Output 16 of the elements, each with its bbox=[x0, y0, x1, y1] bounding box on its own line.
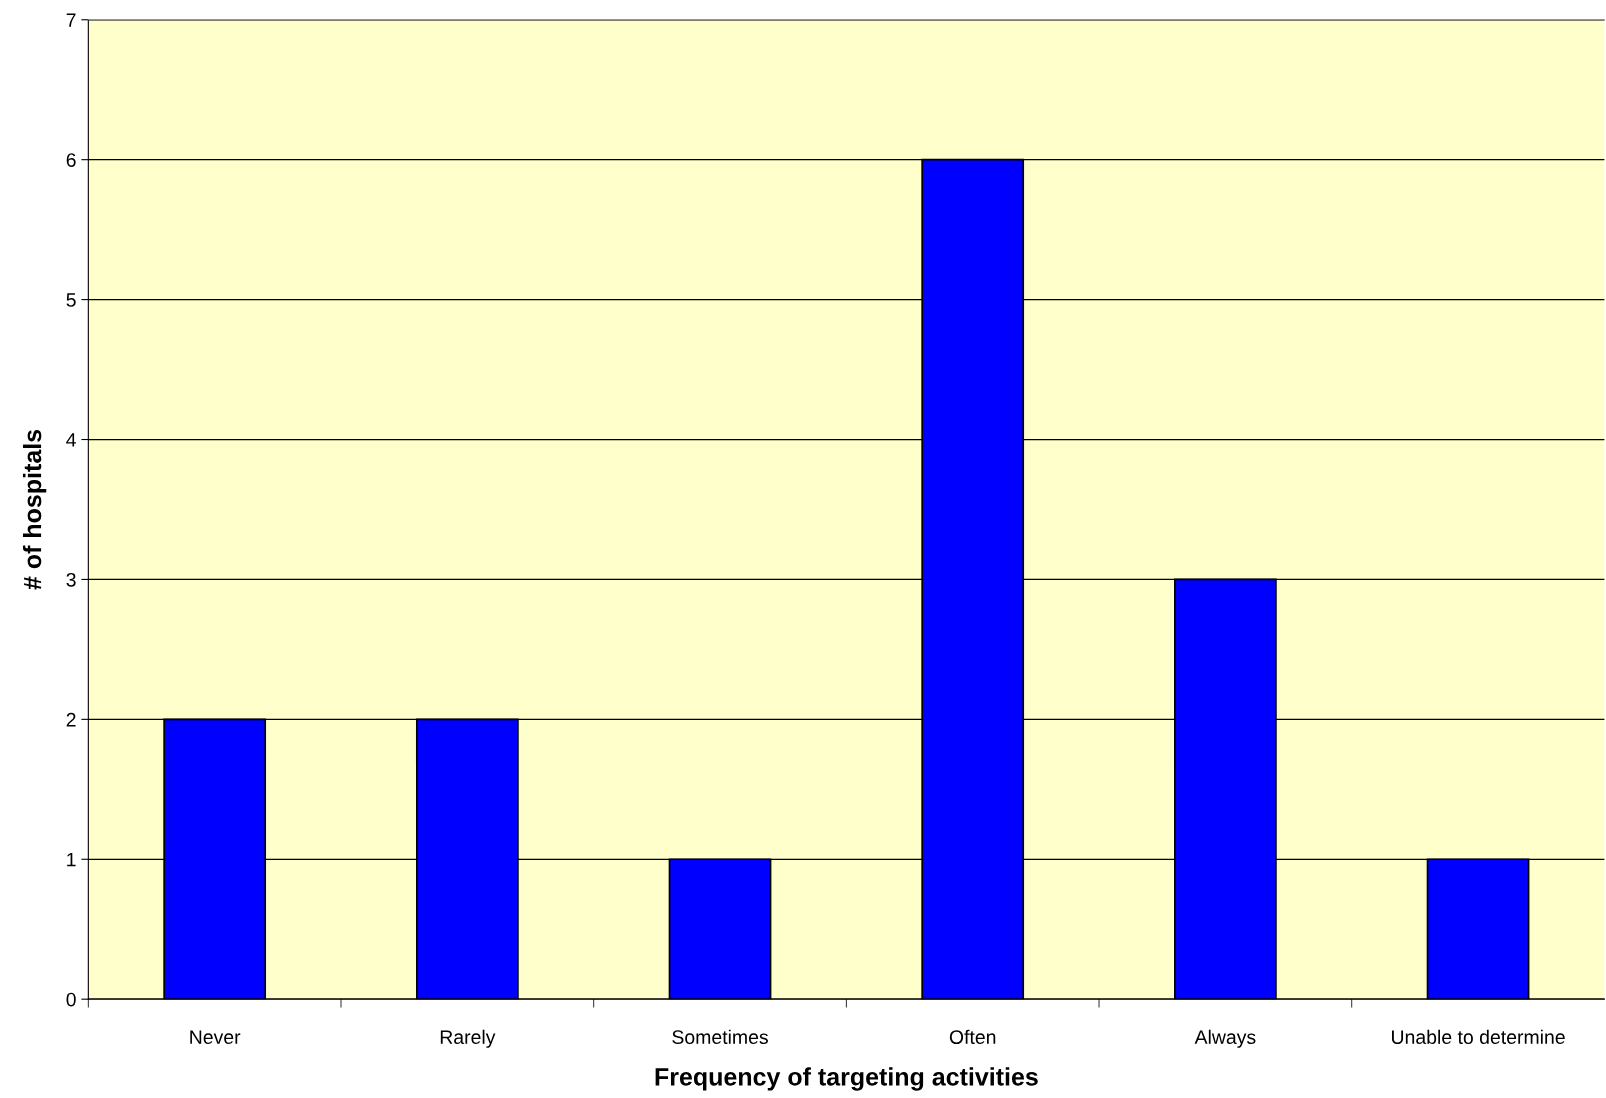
x-tick-label: Never bbox=[190, 1030, 241, 1045]
y-axis-title: # of hospitals bbox=[22, 429, 47, 590]
y-tick-label: 1 bbox=[67, 852, 76, 867]
x-tick-label: Always bbox=[1194, 1029, 1256, 1048]
x-tick-label: Sometimes bbox=[672, 1029, 768, 1045]
y-tick-label: 4 bbox=[66, 433, 76, 447]
x-tick-label: Often bbox=[949, 1029, 996, 1045]
x-tick-label: Rarely bbox=[440, 1029, 496, 1048]
x-tick-label: Unable to determine bbox=[1392, 1029, 1565, 1045]
y-tick-label: 7 bbox=[66, 13, 76, 27]
y-tick-label: 2 bbox=[66, 712, 76, 727]
y-tick-label: 6 bbox=[66, 153, 76, 167]
y-tick-label: 3 bbox=[66, 572, 76, 587]
y-tick-label: 5 bbox=[66, 293, 76, 307]
x-axis-title: Frequency of targeting activities bbox=[655, 1067, 1038, 1091]
y-tick-label: 0 bbox=[66, 992, 76, 1007]
